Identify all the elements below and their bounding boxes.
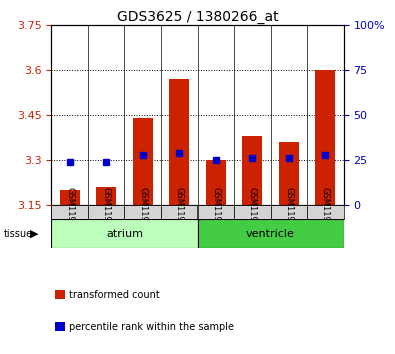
Text: percentile rank within the sample: percentile rank within the sample <box>69 322 234 332</box>
Bar <box>88 205 124 219</box>
Text: GSM119423: GSM119423 <box>102 187 111 238</box>
Bar <box>242 136 262 205</box>
Text: GSM119429: GSM119429 <box>321 187 330 238</box>
Title: GDS3625 / 1380266_at: GDS3625 / 1380266_at <box>117 10 278 24</box>
Text: GSM119427: GSM119427 <box>248 187 257 238</box>
Bar <box>279 142 299 205</box>
Text: tissue: tissue <box>4 229 33 239</box>
Text: GSM119422: GSM119422 <box>65 187 74 238</box>
Text: transformed count: transformed count <box>69 290 160 300</box>
Bar <box>315 70 335 205</box>
Bar <box>271 205 307 219</box>
Bar <box>198 205 234 219</box>
Text: GSM119424: GSM119424 <box>138 187 147 238</box>
Bar <box>234 205 271 219</box>
Text: GSM119426: GSM119426 <box>211 187 220 238</box>
Bar <box>307 205 344 219</box>
Text: GSM119428: GSM119428 <box>284 187 293 238</box>
Text: GSM119425: GSM119425 <box>175 187 184 238</box>
Bar <box>198 219 344 248</box>
Bar <box>124 205 161 219</box>
Bar <box>161 205 198 219</box>
Bar <box>51 205 88 219</box>
Text: ventricle: ventricle <box>246 229 295 239</box>
Bar <box>169 79 189 205</box>
Bar <box>51 219 198 248</box>
Bar <box>206 160 226 205</box>
Bar <box>133 118 153 205</box>
Bar <box>60 190 80 205</box>
Bar <box>96 187 116 205</box>
Text: atrium: atrium <box>106 229 143 239</box>
Text: ▶: ▶ <box>30 229 38 239</box>
